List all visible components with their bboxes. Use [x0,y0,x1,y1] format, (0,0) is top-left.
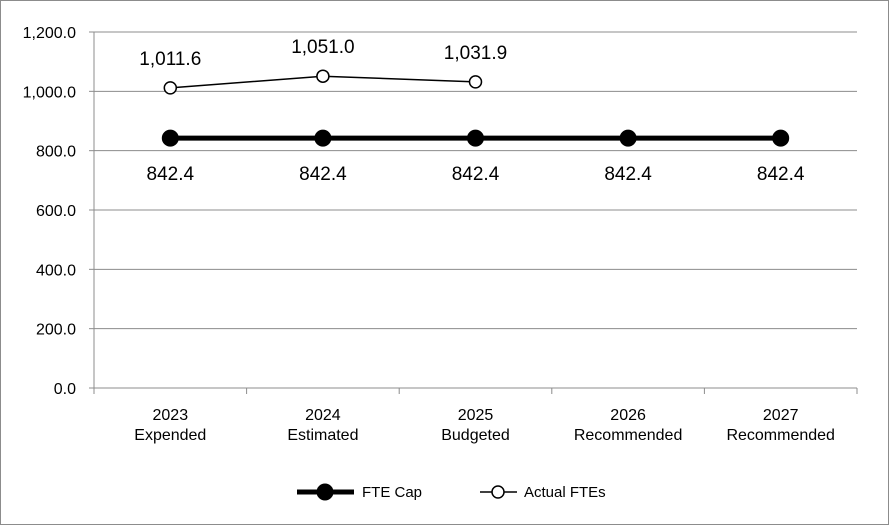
data-labels: 842.4 842.4 842.4 842.4 842.4 1,011.6 1,051.0 1… [139,37,805,185]
fte-cap-point [314,129,332,147]
fte-cap-data-label: 842.4 [452,164,500,185]
fte-cap-data-label: 842.4 [147,164,195,185]
fte-cap-point [161,129,179,147]
actual-ftes-data-label: 1,011.6 [139,49,201,70]
y-tick-label: 1,000.0 [23,84,76,101]
y-tick-label: 1,200.0 [23,25,76,42]
fte-cap-point [772,129,790,147]
x-tick-label: 2026 Recommended [574,407,683,444]
legend-fte-cap-label: FTE Cap [362,484,422,501]
y-tick-label: 600.0 [36,203,76,220]
fte-cap-data-label: 842.4 [299,164,347,185]
series [161,69,790,147]
x-tick-label: 2025 Budgeted [441,407,510,444]
fte-cap-data-label: 842.4 [757,164,805,185]
y-tick-label: 0.0 [54,381,76,398]
legend: FTE Cap Actual FTEs [297,483,606,501]
actual-ftes-data-label: 1,051.0 [291,37,354,58]
actual-ftes-point [316,69,330,83]
y-tick-label: 200.0 [36,322,76,339]
x-tick-labels: 2023 Expended 2024 Estimated 2025 Budgeted 202… [134,407,835,444]
x-tick-label: 2024 Estimated [287,407,358,444]
y-tick-labels: 0.0 200.0 400.0 600.0 800.0 1,000.0 1,200.0 [23,25,76,398]
fte-cap-data-label: 842.4 [604,164,652,185]
x-tick-label: 2023 Expended [134,407,206,444]
legend-fte-cap-marker [316,483,334,501]
fte-cap-point [467,129,484,147]
legend-actual-ftes-label: Actual FTEs [524,484,606,501]
gridlines [94,31,857,330]
axes [89,31,858,394]
actual-ftes-point [163,81,178,95]
y-tick-label: 400.0 [36,262,76,279]
actual-ftes-data-label: 1,031.9 [444,43,507,64]
fte-cap-point [619,129,637,147]
actual-ftes-point [468,75,483,89]
y-tick-label: 800.0 [36,144,76,161]
x-tick-label: 2027 Recommended [726,407,835,444]
legend-actual-ftes-marker [491,485,505,499]
